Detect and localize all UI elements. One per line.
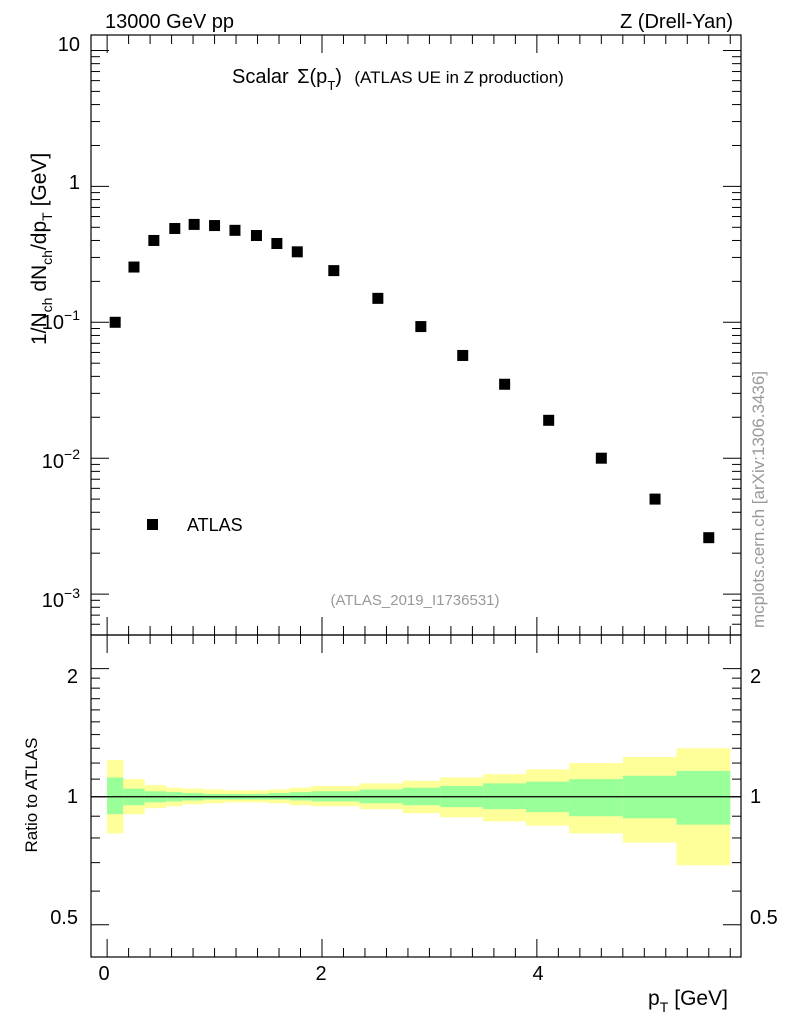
ratio-tick-2-right: 2 xyxy=(750,666,761,688)
analysis-id: (ATLAS_2019_I1736531) xyxy=(330,592,499,609)
data-point xyxy=(372,292,384,304)
data-point xyxy=(148,234,160,246)
data-points xyxy=(109,218,715,544)
x-axis-label: pT [GeV] xyxy=(648,987,728,1015)
y-axis-label: 1/Nch dNch/dpT [GeV] xyxy=(28,153,55,345)
header-left: 13000 GeV pp xyxy=(105,11,234,33)
data-point xyxy=(415,321,427,333)
data-point xyxy=(649,493,661,505)
y-tick-1e-1: 10−1 xyxy=(42,307,80,334)
ratio-tick-1-right: 1 xyxy=(750,786,761,808)
data-point xyxy=(703,532,715,544)
inner-band-bin xyxy=(569,779,623,817)
y-tick-10: 10 xyxy=(58,34,80,56)
ratio-frame xyxy=(90,634,742,958)
data-point xyxy=(250,230,262,242)
x-tick-labels: 0 2 4 xyxy=(98,963,543,985)
ratio-bands xyxy=(91,748,741,866)
data-point xyxy=(128,261,140,273)
ratio-tick-1-left: 1 xyxy=(67,786,78,808)
ratio-tick-05-left: 0.5 xyxy=(50,907,78,929)
legend-marker xyxy=(147,519,158,530)
data-point xyxy=(271,237,283,249)
data-point xyxy=(328,265,340,277)
y-tick-1: 1 xyxy=(69,172,80,194)
main-y-tick-labels: 10 1 10−1 10−2 10−3 xyxy=(42,34,80,612)
x-tick-0: 0 xyxy=(98,963,109,985)
legend-label: ATLAS xyxy=(187,515,243,535)
data-point xyxy=(229,224,241,236)
plot-title: Scalar Σ(pT) (ATLAS UE in Z production) xyxy=(232,66,564,93)
ratio-tick-05-right: 0.5 xyxy=(750,907,778,929)
ratio-y-label: Ratio to ATLAS xyxy=(22,738,41,853)
inner-band-bin xyxy=(676,770,731,825)
header-right: Z (Drell-Yan) xyxy=(620,11,733,33)
y-tick-1e-3: 10−3 xyxy=(42,585,80,612)
data-point xyxy=(209,220,221,232)
data-point xyxy=(457,349,469,361)
data-point xyxy=(169,222,181,234)
data-point xyxy=(595,452,607,464)
x-tick-4: 4 xyxy=(532,963,543,985)
axis-ticks xyxy=(91,35,741,957)
data-point xyxy=(291,246,303,258)
data-point xyxy=(543,414,555,426)
ratio-tick-2-left: 2 xyxy=(67,666,78,688)
y-tick-1e-2: 10−2 xyxy=(42,446,80,473)
ratio-y-tick-labels: 2 1 0.5 2 1 0.5 xyxy=(50,666,778,929)
side-label: mcplots.cern.ch [arXiv:1306.3436] xyxy=(749,371,768,628)
inner-band-bin xyxy=(107,777,124,815)
data-point xyxy=(109,316,121,328)
main-frame xyxy=(90,34,742,636)
data-point xyxy=(499,378,511,390)
data-point xyxy=(188,218,200,230)
x-tick-2: 2 xyxy=(315,963,326,985)
